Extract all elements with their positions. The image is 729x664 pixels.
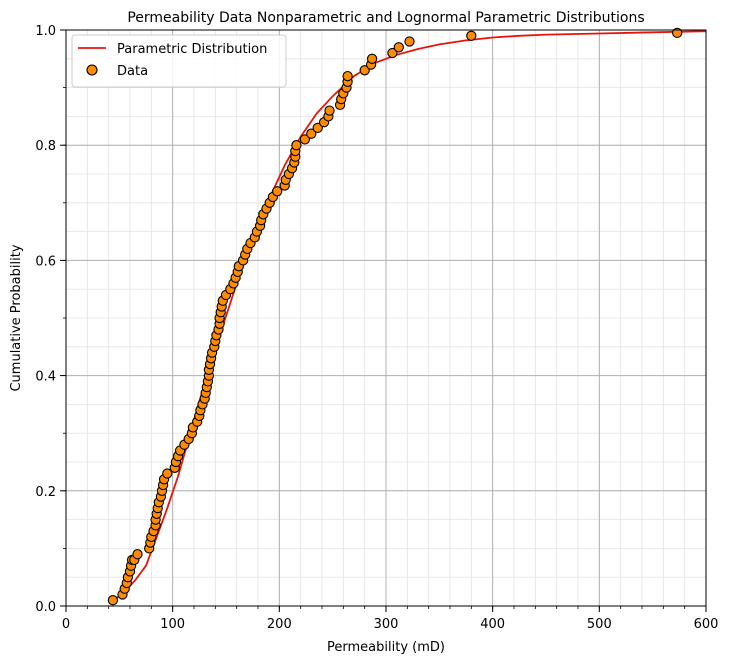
data-point xyxy=(312,122,323,134)
y-tick-label: 0.4 xyxy=(35,370,56,385)
data-points xyxy=(107,27,683,606)
legend-label-data: Data xyxy=(117,64,148,79)
x-tick-label: 400 xyxy=(480,617,505,632)
x-tick-label: 100 xyxy=(160,617,185,632)
data-point xyxy=(359,65,370,76)
data-point xyxy=(306,128,317,139)
data-point xyxy=(342,70,353,82)
x-tick-label: 600 xyxy=(694,617,719,632)
chart-title: Permeability Data Nonparametric and Logn… xyxy=(127,10,644,26)
data-point xyxy=(162,468,173,479)
y-tick-label: 0.6 xyxy=(35,254,56,269)
data-point xyxy=(393,42,404,53)
data-point xyxy=(132,549,143,560)
legend-label-parametric: Parametric Distribution xyxy=(117,42,267,57)
x-axis-label: Permeability (mD) xyxy=(327,640,445,655)
x-tick-label: 500 xyxy=(587,617,612,632)
data-point xyxy=(387,47,398,59)
y-axis-ticks: 0.0 0.2 0.4 0.6 0.8 1.0 xyxy=(35,24,66,615)
data-point xyxy=(107,595,119,606)
data-point xyxy=(299,134,311,145)
x-tick-label: 0 xyxy=(62,617,70,632)
legend-box xyxy=(71,34,287,88)
data-point xyxy=(291,140,302,151)
y-tick-label: 0.2 xyxy=(35,485,56,500)
x-tick-label: 300 xyxy=(374,617,399,632)
y-axis-label: Cumulative Probability xyxy=(9,244,24,391)
data-point xyxy=(272,186,283,197)
y-tick-label: 1.0 xyxy=(35,24,56,39)
data-point xyxy=(404,36,415,47)
y-tick-label: 0.0 xyxy=(35,600,56,615)
legend: Parametric Distribution Data xyxy=(71,34,287,88)
data-point xyxy=(466,30,477,41)
y-tick-label: 0.8 xyxy=(35,139,56,154)
x-tick-label: 200 xyxy=(267,617,292,632)
data-point xyxy=(324,105,335,116)
data-point xyxy=(672,27,683,39)
legend-marker-swatch xyxy=(86,64,98,76)
data-point xyxy=(366,53,378,64)
x-axis-ticks: 0 100 200 300 400 500 600 xyxy=(62,606,719,632)
